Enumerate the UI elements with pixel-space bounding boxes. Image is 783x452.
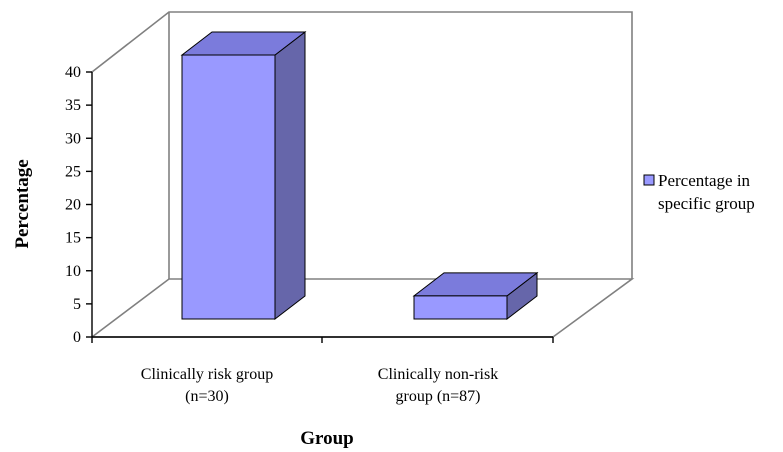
legend-label-line2: specific group (658, 194, 755, 213)
y-tick-label: 35 (65, 97, 81, 114)
y-tick-label: 20 (65, 197, 81, 214)
legend-label-line1: Percentage in (658, 171, 751, 190)
category-label: Clinically risk group (n=30) (141, 366, 273, 405)
bar-front-face (413, 295, 508, 320)
bar-front-face (181, 54, 276, 320)
bars (180, 30, 539, 321)
category-labels: Clinically risk group (n=30) Clinically no… (141, 366, 498, 405)
y-tick-label: 25 (65, 163, 81, 180)
back-wall (91, 11, 633, 279)
chart-frame (91, 11, 635, 338)
x-axis-title: Group (300, 428, 354, 449)
legend-swatch (643, 174, 655, 186)
y-tick-label: 5 (73, 296, 81, 313)
y-tick-label: 0 (73, 329, 81, 346)
y-tick-label: 30 (65, 130, 81, 147)
y-axis-title: Percentage (12, 159, 33, 248)
bar (180, 30, 307, 321)
bar-side-face (274, 30, 306, 321)
y-tick-label: 40 (65, 64, 81, 81)
bar (412, 271, 539, 321)
floor (91, 278, 635, 338)
y-tick-label: 10 (65, 263, 81, 280)
category-label: Clinically non-risk group (n=87) (378, 366, 498, 405)
y-ticks: 0 5 10 15 20 25 30 35 40 (65, 64, 92, 346)
legend: Percentage in specific group (643, 171, 755, 213)
y-tick-label: 15 (65, 230, 81, 247)
x-ticks (91, 337, 554, 343)
